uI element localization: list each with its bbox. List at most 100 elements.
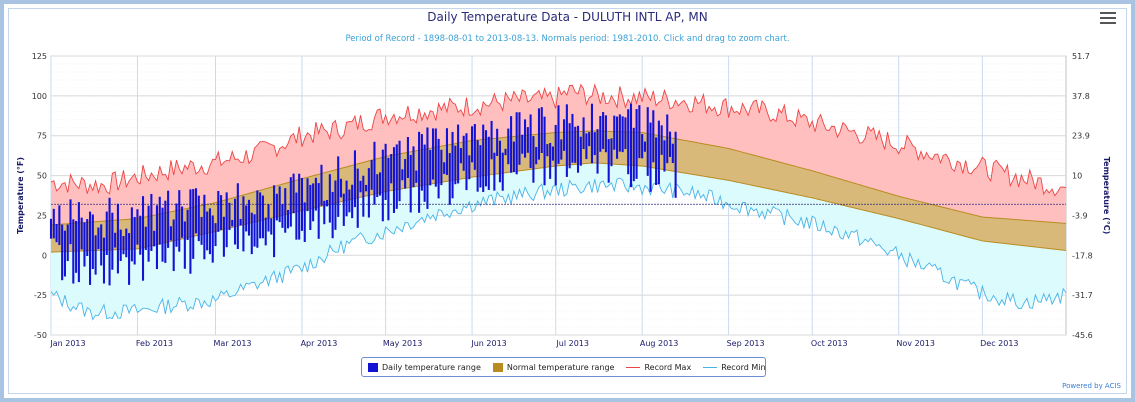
legend-item-normal-range[interactable]: Normal temperature range — [492, 362, 614, 372]
daily-range-bar — [616, 116, 619, 159]
daily-range-bar — [624, 117, 627, 150]
daily-range-bar — [116, 203, 119, 274]
daily-range-bar — [345, 180, 348, 217]
daily-range-bar — [222, 216, 225, 257]
daily-range-bar — [139, 215, 142, 255]
x-tick-label: Apr 2013 — [301, 339, 338, 348]
daily-range-bar — [445, 128, 449, 175]
x-tick-label: Jun 2013 — [470, 339, 506, 348]
daily-range-bar — [551, 146, 554, 161]
daily-range-bar — [72, 219, 75, 284]
powered-by-link[interactable]: Powered by ACIS — [1062, 382, 1121, 390]
daily-range-bar — [158, 196, 161, 245]
daily-range-bar — [490, 120, 493, 160]
legend-label-daily-range: Daily temperature range — [382, 362, 481, 372]
record-min-area — [51, 162, 1066, 320]
daily-range-bar — [415, 170, 418, 183]
daily-range-bar — [604, 115, 607, 153]
daily-range-bar — [487, 136, 490, 190]
daily-range-bar — [671, 143, 674, 164]
daily-range-bar — [231, 219, 234, 227]
daily-range-bar — [334, 180, 337, 230]
legend-item-daily-range[interactable]: Daily temperature range — [368, 362, 481, 372]
daily-range-bar — [395, 144, 398, 209]
record-max-swatch — [626, 366, 641, 368]
daily-range-bar — [515, 112, 518, 175]
daily-range-bar — [448, 153, 451, 205]
daily-range-bar — [256, 190, 259, 248]
daily-range-bar — [194, 188, 198, 234]
daily-range-bar — [286, 210, 290, 229]
daily-range-bar — [150, 193, 153, 251]
daily-range-bar — [225, 192, 228, 248]
daily-range-bar — [471, 126, 474, 163]
y-axis-title-left: Temperature (°F) — [16, 157, 25, 234]
daily-range-bar — [576, 125, 580, 173]
daily-range-bar — [155, 205, 159, 270]
daily-range-bar — [292, 173, 295, 214]
daily-range-bar — [164, 200, 167, 263]
daily-range-bar — [220, 195, 223, 230]
daily-range-bar — [323, 200, 326, 225]
daily-range-bar — [652, 110, 655, 163]
daily-range-bar — [91, 214, 94, 269]
daily-range-bar — [181, 206, 184, 238]
daily-range-bar — [660, 125, 663, 155]
daily-range-bar — [49, 218, 53, 239]
daily-range-bar — [443, 162, 446, 174]
daily-range-bar — [657, 120, 660, 185]
daily-range-bar — [108, 197, 111, 286]
daily-range-bar — [208, 208, 211, 255]
daily-range-bar — [58, 205, 61, 246]
daily-range-bar — [214, 223, 217, 247]
daily-range-bar — [239, 218, 242, 226]
daily-range-bar — [284, 188, 287, 233]
daily-range-bar — [200, 216, 203, 245]
daily-range-bar — [273, 185, 276, 258]
daily-range-bar — [418, 131, 421, 213]
daily-range-bar — [440, 149, 443, 186]
daily-range-bar — [63, 230, 66, 277]
daily-range-bar — [356, 168, 359, 228]
daily-range-bar — [384, 143, 387, 200]
daily-range-bar — [632, 127, 635, 182]
daily-range-bar — [590, 103, 594, 164]
daily-range-bar — [128, 233, 131, 285]
daily-range-bar — [77, 202, 80, 283]
daily-range-bar — [339, 178, 343, 198]
daily-range-bar — [312, 183, 315, 222]
x-tick-label: Feb 2013 — [136, 339, 173, 348]
daily-range-bar — [189, 189, 192, 274]
daily-range-bar — [501, 152, 504, 191]
daily-range-bar — [278, 186, 281, 223]
daily-range-bar — [133, 216, 136, 265]
daily-range-bar — [119, 229, 122, 261]
daily-range-bar — [504, 148, 507, 156]
daily-range-bar — [161, 207, 164, 262]
hamburger-menu-icon — [1100, 12, 1116, 24]
daily-range-bar — [482, 124, 485, 193]
daily-range-bar — [167, 190, 170, 248]
daily-range-bar — [526, 127, 529, 153]
y-tick-label-right: -17.8 — [1072, 251, 1093, 260]
daily-range-bar — [69, 199, 72, 245]
daily-range-bar — [147, 205, 150, 262]
daily-range-bar — [206, 211, 209, 251]
daily-range-bar — [259, 192, 262, 239]
daily-range-bar — [217, 190, 220, 232]
daily-range-bar — [549, 142, 552, 179]
daily-range-bar — [250, 212, 253, 255]
daily-range-bar — [178, 190, 181, 252]
daily-range-bar — [641, 134, 644, 159]
daily-range-bar — [183, 221, 186, 269]
legend-item-record-max[interactable]: Record Max — [626, 363, 691, 372]
daily-range-bar — [473, 124, 476, 170]
daily-range-bar — [55, 223, 58, 243]
daily-range-bar — [86, 219, 89, 257]
legend-item-record-min[interactable]: Record Min — [703, 363, 766, 372]
daily-range-bar — [97, 227, 100, 250]
daily-range-bar — [479, 145, 482, 188]
chart-menu-button[interactable] — [1100, 12, 1116, 26]
daily-range-bar — [141, 196, 145, 281]
